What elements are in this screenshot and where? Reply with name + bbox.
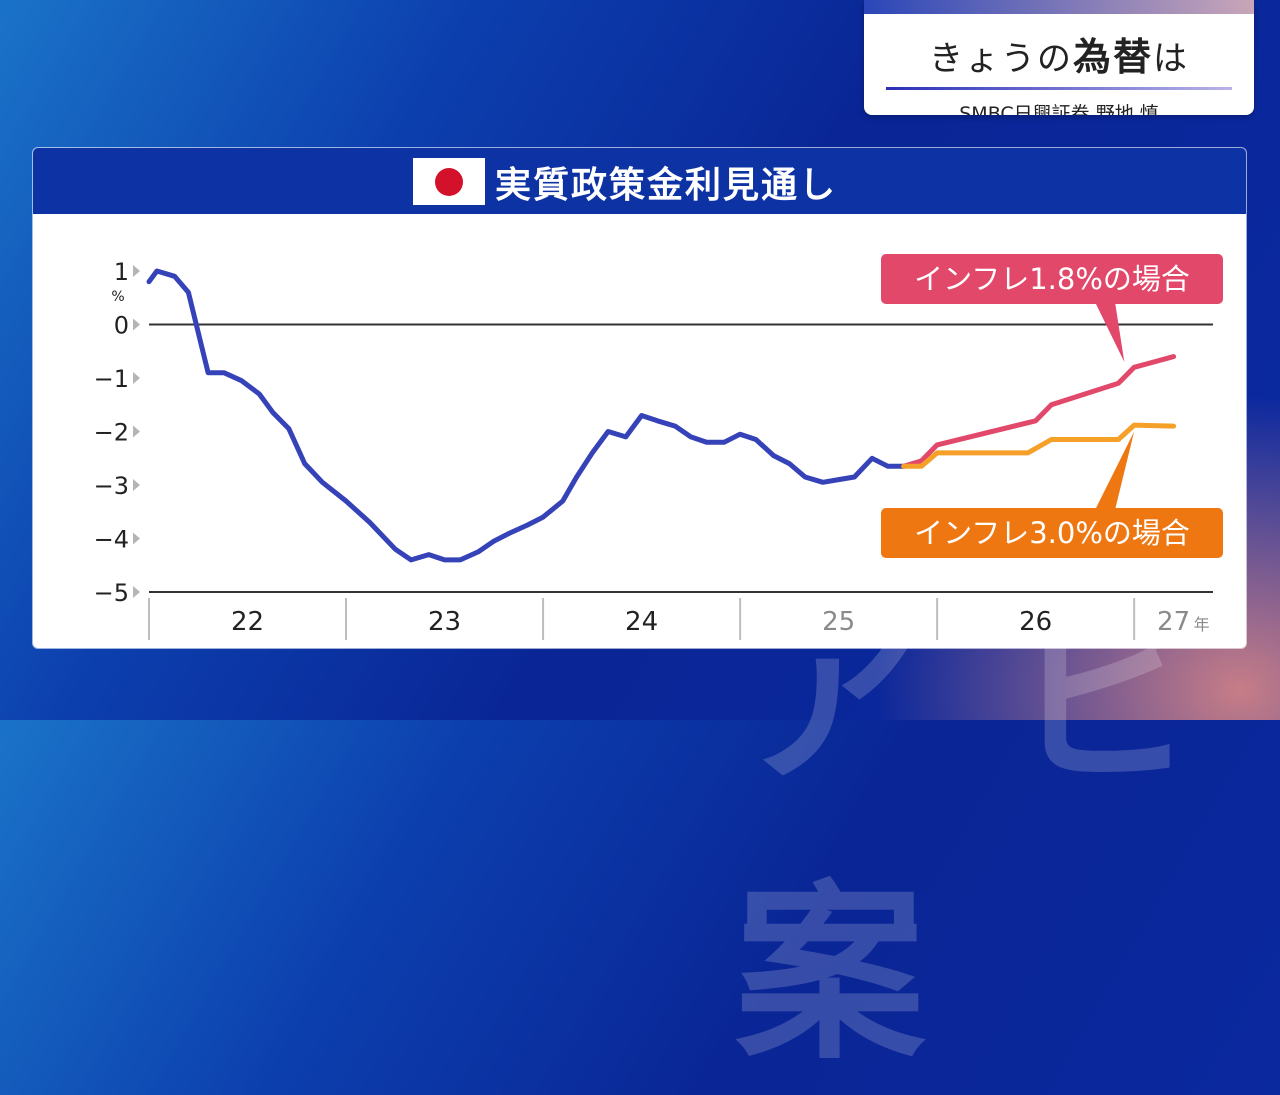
callout-pointer: [1095, 431, 1135, 510]
chart-header: 実質政策金利見通し: [33, 148, 1246, 216]
y-tick-label: −3: [94, 472, 129, 500]
y-unit-label: %: [111, 289, 124, 305]
program-title-rule: [886, 87, 1232, 90]
y-tick-label: −1: [94, 365, 129, 393]
y-tick-label: −4: [94, 526, 129, 554]
y-tick-marker: [133, 372, 140, 384]
series-line-0: [146, 268, 907, 563]
program-title-prefix: きょうの: [928, 39, 1073, 79]
program-title: きょうの為替は: [864, 26, 1254, 81]
program-subtitle: SMBC日興証券 野地 慎: [959, 103, 1159, 115]
x-tick-label: 25: [822, 607, 855, 637]
x-tick-label: 22: [231, 607, 264, 637]
y-tick-marker: [133, 425, 140, 438]
callout-box: [881, 508, 1223, 558]
callout-label: インフレ1.8%の場合: [914, 262, 1190, 296]
program-title-bold: 為替: [1072, 35, 1153, 79]
callout-label: インフレ3.0%の場合: [914, 516, 1190, 550]
y-tick-label: −5: [94, 579, 129, 607]
y-tick-label: 1: [114, 258, 129, 286]
callout-pointer: [1095, 302, 1125, 362]
chart-area: 1 0 −1 −2 −3 −4 −5% 22 23 24 25 26 27 年 インフレ1.8%の場合インフ…: [94, 254, 1223, 640]
callout-box: [881, 254, 1223, 304]
y-tick-marker: [133, 265, 140, 277]
y-tick-marker: [133, 479, 140, 491]
y-tick-label: −2: [94, 419, 129, 447]
program-title-accent: [864, 0, 1254, 14]
chart-title: 実質政策金利見通し: [495, 165, 838, 206]
x-unit-label: 年: [1194, 615, 1210, 634]
series-line-2: [901, 422, 1177, 469]
x-tick-label: 23: [428, 607, 461, 637]
y-tick-label: 0: [114, 312, 129, 340]
chart-panel: 実質政策金利見通し 1 0 −1 −2 −3 −4 −5% 22 23 24 25 26 27 年 インフレ…: [33, 148, 1246, 648]
japan-flag-icon: [413, 158, 485, 205]
y-tick-marker: [133, 586, 140, 598]
program-title-suffix: は: [1153, 39, 1189, 79]
x-tick-label: 24: [625, 607, 658, 637]
program-title-box: きょうの為替は SMBC日興証券 野地 慎: [864, 0, 1254, 115]
x-tick-label: 27: [1157, 607, 1190, 637]
x-tick-label: 26: [1019, 607, 1052, 637]
y-tick-marker: [133, 318, 140, 331]
series-line-1: [901, 354, 1177, 469]
y-tick-marker: [133, 532, 140, 545]
